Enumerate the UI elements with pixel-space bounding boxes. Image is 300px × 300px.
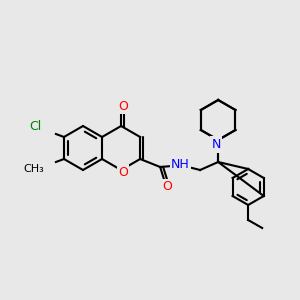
Text: O: O [118, 100, 128, 112]
Text: NH: NH [171, 158, 190, 172]
Text: Cl: Cl [30, 121, 42, 134]
Text: O: O [162, 181, 172, 194]
Text: N: N [212, 139, 221, 152]
Text: N: N [212, 137, 221, 151]
Text: CH₃: CH₃ [23, 164, 44, 174]
Text: O: O [118, 166, 128, 178]
